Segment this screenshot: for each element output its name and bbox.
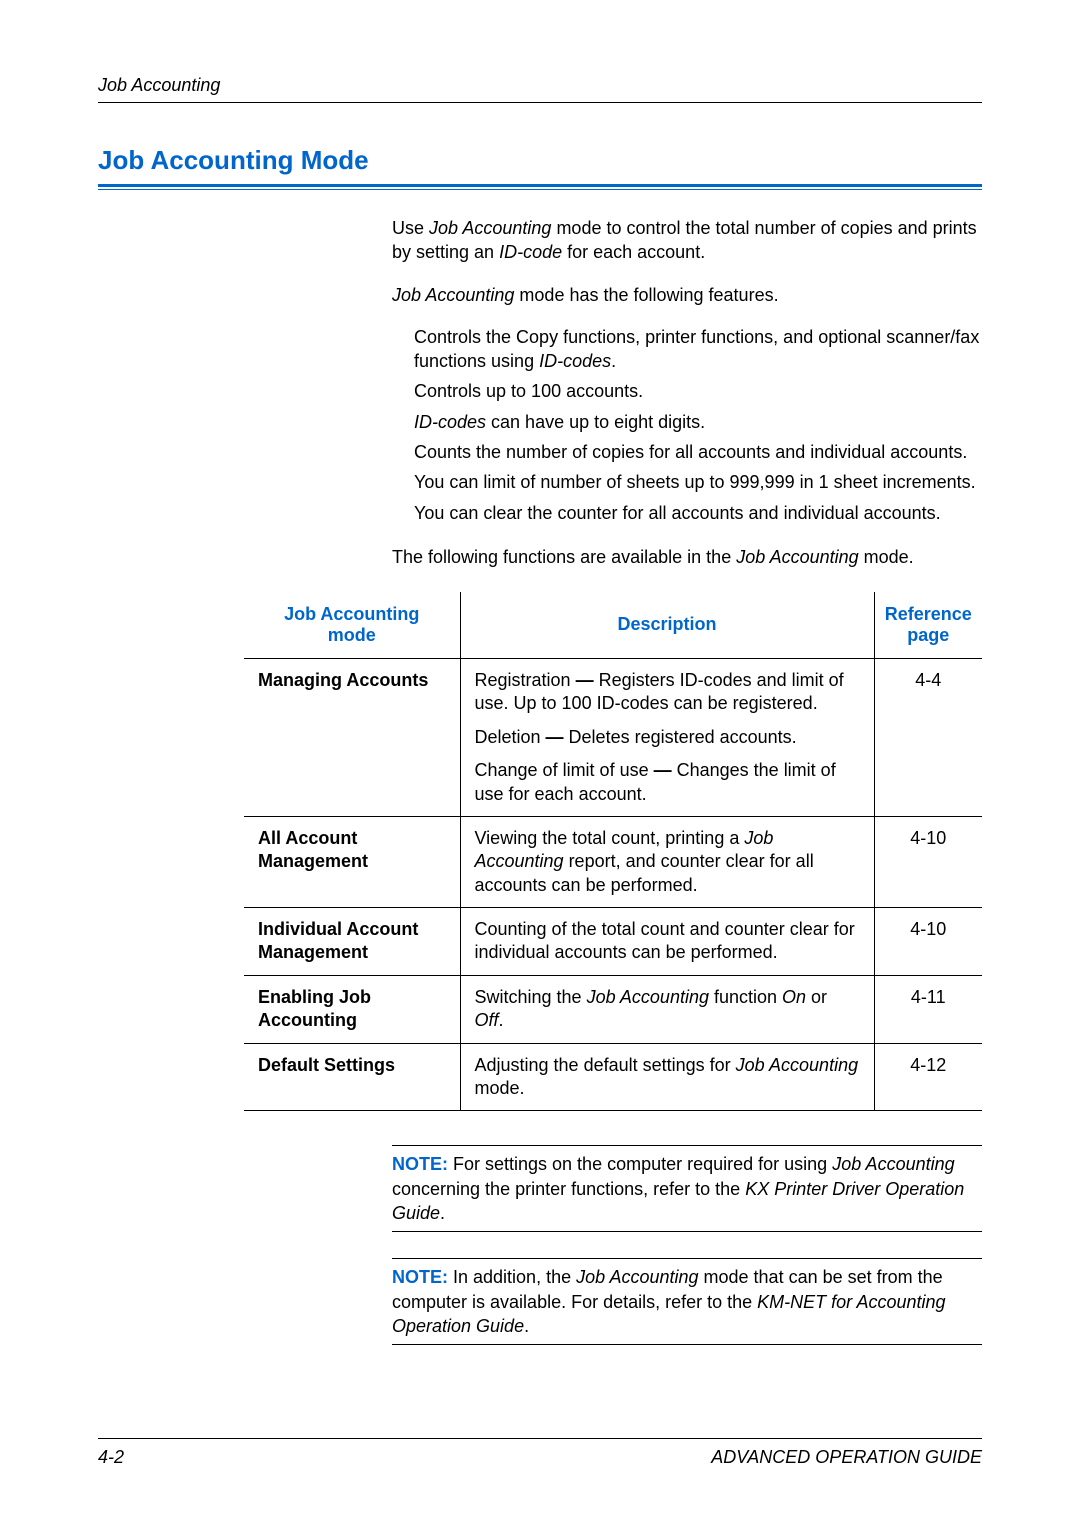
note-rule-top — [392, 1145, 982, 1146]
cell-description: Counting of the total count and counter … — [460, 908, 874, 976]
note-rule-bottom — [392, 1231, 982, 1232]
document-page: Job Accounting Job Accounting Mode Use J… — [0, 0, 1080, 1528]
cell-reference: 4-10 — [874, 908, 982, 976]
cell-reference: 4-12 — [874, 1043, 982, 1111]
note-text-1: NOTE: For settings on the computer requi… — [392, 1152, 982, 1225]
cell-description: Registration — Registers ID-codes and li… — [460, 658, 874, 816]
table-wrapper: Job Accounting mode Description Referenc… — [244, 592, 982, 1111]
cell-mode: Default Settings — [244, 1043, 460, 1111]
table-header-mode: Job Accounting mode — [244, 592, 460, 659]
heading-block: Job Accounting Mode — [98, 145, 982, 190]
guide-name: ADVANCED OPERATION GUIDE — [711, 1447, 982, 1468]
heading-rule-thin — [98, 189, 982, 190]
note-text-2: NOTE: In addition, the Job Accounting mo… — [392, 1265, 982, 1338]
table-row: Managing Accounts Registration — Registe… — [244, 658, 982, 816]
cell-mode: Enabling Job Accounting — [244, 975, 460, 1043]
main-heading: Job Accounting Mode — [98, 145, 982, 176]
cell-description: Viewing the total count, printing a Job … — [460, 816, 874, 907]
cell-reference: 4-4 — [874, 658, 982, 816]
cell-mode: Managing Accounts — [244, 658, 460, 816]
cell-reference: 4-10 — [874, 816, 982, 907]
feature-item-1: Controls the Copy functions, printer fun… — [414, 325, 982, 374]
cell-description: Adjusting the default settings for Job A… — [460, 1043, 874, 1111]
note-block-2: NOTE: In addition, the Job Accounting mo… — [392, 1258, 982, 1345]
table-row: Default Settings Adjusting the default s… — [244, 1043, 982, 1111]
table-row: All Account Management Viewing the total… — [244, 816, 982, 907]
footer-content: 4-2 ADVANCED OPERATION GUIDE — [98, 1447, 982, 1468]
table-row: Enabling Job Accounting Switching the Jo… — [244, 975, 982, 1043]
feature-item-6: You can clear the counter for all accoun… — [414, 501, 982, 525]
page-number: 4-2 — [98, 1447, 124, 1468]
table-intro: The following functions are available in… — [392, 547, 982, 568]
page-footer: 4-2 ADVANCED OPERATION GUIDE — [98, 1438, 982, 1468]
feature-item-5: You can limit of number of sheets up to … — [414, 470, 982, 494]
intro-paragraph-2: Job Accounting mode has the following fe… — [392, 283, 982, 307]
note-block-1: NOTE: For settings on the computer requi… — [392, 1145, 982, 1232]
feature-item-4: Counts the number of copies for all acco… — [414, 440, 982, 464]
job-accounting-table: Job Accounting mode Description Referenc… — [244, 592, 982, 1111]
note-rule-top — [392, 1258, 982, 1259]
cell-mode: Individual Account Management — [244, 908, 460, 976]
section-name: Job Accounting — [98, 75, 982, 96]
table-header-row: Job Accounting mode Description Referenc… — [244, 592, 982, 659]
heading-rule-thick — [98, 184, 982, 187]
cell-description: Switching the Job Accounting function On… — [460, 975, 874, 1043]
intro-paragraph-1: Use Job Accounting mode to control the t… — [392, 216, 982, 265]
page-header: Job Accounting — [98, 75, 982, 103]
feature-item-3: ID-codes can have up to eight digits. — [414, 410, 982, 434]
note-rule-bottom — [392, 1344, 982, 1345]
feature-item-2: Controls up to 100 accounts. — [414, 379, 982, 403]
footer-divider — [98, 1438, 982, 1439]
table-row: Individual Account Management Counting o… — [244, 908, 982, 976]
intro-block: Use Job Accounting mode to control the t… — [392, 216, 982, 568]
cell-reference: 4-11 — [874, 975, 982, 1043]
cell-mode: All Account Management — [244, 816, 460, 907]
header-divider — [98, 102, 982, 103]
table-header-reference: Reference page — [874, 592, 982, 659]
table-header-description: Description — [460, 592, 874, 659]
feature-list: Controls the Copy functions, printer fun… — [414, 325, 982, 525]
